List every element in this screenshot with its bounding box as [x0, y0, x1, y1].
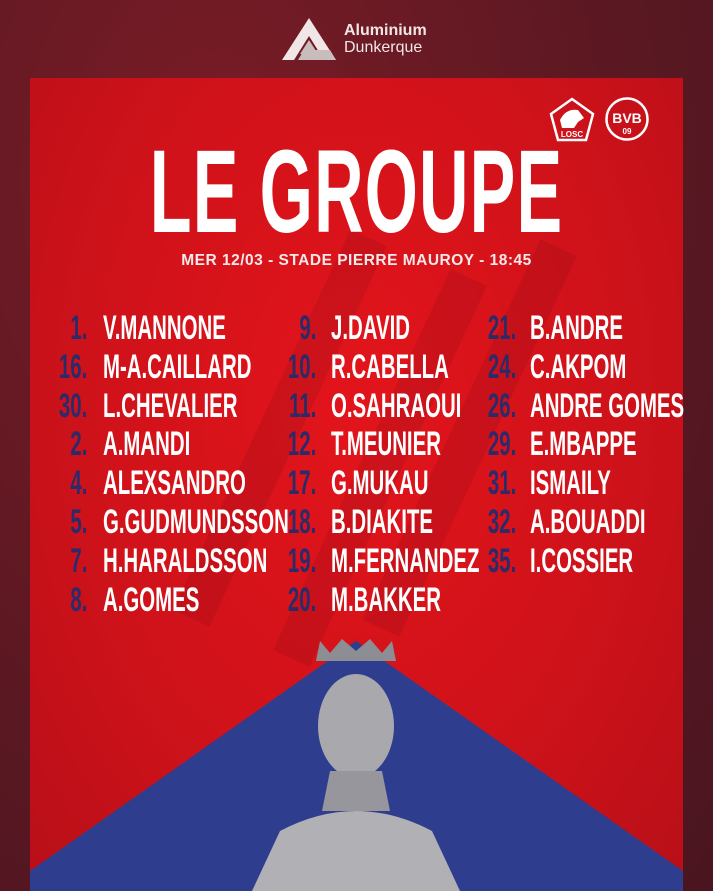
player-row: 9. [256, 311, 316, 345]
player-number: 7. [69, 541, 87, 580]
player-name: R.CABELLA [331, 347, 449, 386]
player-name: T.MEUNIER [331, 425, 441, 464]
player-row: 30. [27, 389, 87, 423]
player-number: 29. [487, 425, 516, 464]
player-number: 17. [287, 464, 316, 503]
player-row: 7. [27, 544, 87, 578]
player-name: I.COSSIER [530, 541, 634, 580]
player-number: 20. [287, 580, 316, 619]
player-row: 4. [27, 466, 87, 500]
player-row: 24. [456, 350, 516, 384]
player-number: 1. [69, 309, 87, 347]
player-name: G.GUDMUNDSSON [103, 503, 289, 541]
player-row: 5. [27, 505, 87, 539]
player-row: 11. [256, 389, 316, 423]
player-number: 9. [298, 309, 316, 347]
player-row: 17. [256, 466, 316, 500]
player-number: 11. [288, 386, 316, 425]
player-number: 2. [69, 425, 87, 464]
player-row: 26. [456, 389, 516, 423]
player-row: 16. [27, 350, 87, 384]
player-number: 4. [69, 464, 87, 503]
player-name: ALEXSANDRO [103, 464, 246, 503]
player-row: 35. [456, 544, 516, 578]
player-number: 31. [487, 464, 516, 503]
player-number: 16. [58, 347, 87, 386]
player-name: G.MUKAU [331, 464, 429, 503]
player-row: 29. [456, 427, 516, 461]
player-name: C.AKPOM [530, 347, 627, 386]
player-row: 31. [456, 466, 516, 500]
player-name: M.BAKKER [331, 580, 441, 619]
player-number: 35. [487, 541, 516, 580]
player-row: 21. [456, 311, 516, 345]
player-number: 24. [487, 347, 516, 386]
svg-text:09: 09 [623, 127, 632, 136]
player-name: A.MANDI [103, 425, 191, 464]
player-name: ANDRE GOMES [530, 386, 685, 425]
player-name: V.MANNONE [103, 309, 226, 347]
page-title: LE GROUPE [149, 126, 564, 258]
sponsor-line2: Dunkerque [344, 39, 423, 56]
player-name: M-A.CAILLARD [103, 347, 252, 386]
player-number: 8. [69, 580, 87, 619]
player-name: E.MBAPPE [530, 425, 637, 464]
player-name: H.HARALDSSON [103, 541, 268, 580]
losc-badge-icon: LOSC [549, 97, 595, 142]
player-row: 10. [256, 350, 316, 384]
player-name: B.ANDRE [530, 309, 623, 347]
svg-text:LOSC: LOSC [561, 130, 583, 139]
club-badges: LOSC BVB 09 [548, 96, 650, 144]
player-name: L.CHEVALIER [103, 386, 238, 425]
player-number: 19. [287, 541, 316, 580]
player-number: 10. [287, 347, 316, 386]
player-name: A.GOMES [103, 580, 200, 619]
statue-illustration [30, 639, 683, 891]
player-number: 30. [58, 386, 87, 425]
player-number: 18. [287, 503, 316, 541]
player-name: O.SAHRAOUI [331, 386, 462, 425]
player-row: 19. [256, 544, 316, 578]
sponsor-line1: Aluminium [344, 22, 427, 39]
player-number: 5. [69, 503, 87, 541]
player-row: 1. [27, 311, 87, 345]
player-row: 32. [456, 505, 516, 539]
player-name: J.DAVID [331, 309, 410, 347]
player-row: 20. [256, 583, 316, 617]
player-row: 12. [256, 427, 316, 461]
player-name: ISMAILY [530, 464, 611, 503]
player-number: 12. [287, 425, 316, 464]
svg-text:BVB: BVB [612, 110, 642, 126]
player-name: B.DIAKITE [331, 503, 433, 541]
aluminium-dunkerque-logo-icon [282, 18, 336, 60]
player-number: 26. [487, 386, 516, 425]
sponsor-logo: Aluminium Dunkerque [280, 16, 427, 62]
player-row: 2. [27, 427, 87, 461]
bvb-badge-icon: BVB 09 [605, 97, 649, 141]
player-number: 21. [487, 309, 516, 347]
player-name: A.BOUADDI [530, 503, 646, 541]
player-number: 32. [487, 503, 516, 541]
match-info: MER 12/03 - STADE PIERRE MAUROY - 18:45 [181, 252, 532, 269]
player-row: 18. [256, 505, 316, 539]
player-name: M.FERNANDEZ [331, 541, 480, 580]
player-row: 8. [27, 583, 87, 617]
